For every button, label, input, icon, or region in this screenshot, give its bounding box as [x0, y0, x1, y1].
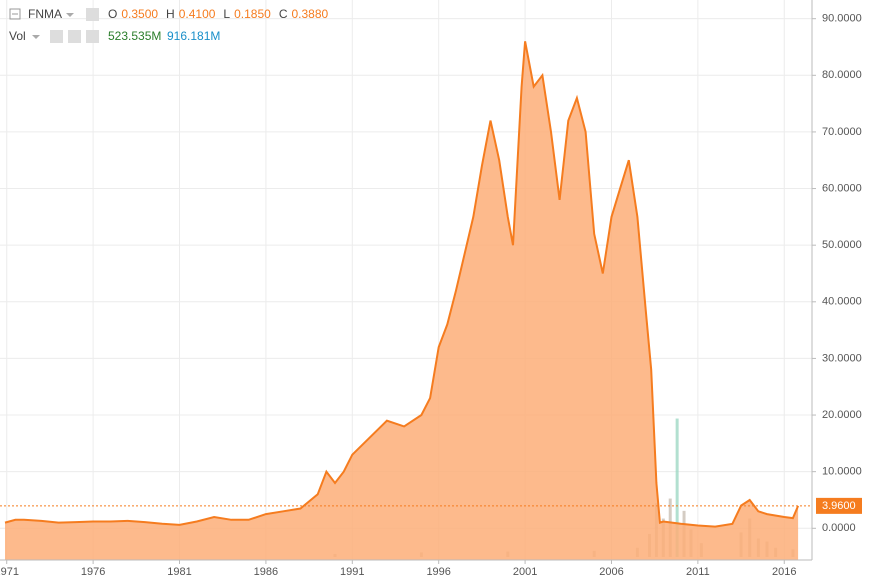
y-tick-label: 90.0000: [822, 13, 862, 25]
ohlc-key: C: [279, 7, 288, 21]
last-price-label: 3.9600: [822, 500, 856, 512]
area-fill: [5, 41, 799, 561]
ohlc-value: 0.3500: [121, 7, 158, 21]
y-tick-label: 70.0000: [822, 126, 862, 138]
x-tick-label: 1986: [254, 566, 278, 578]
volume-reading: 523.535M: [108, 29, 161, 43]
x-tick-label: 1976: [81, 566, 105, 578]
dropdown[interactable]: [32, 35, 40, 39]
last-price-box: [816, 497, 862, 514]
ohlc-value: 0.4100: [179, 7, 216, 21]
x-tick-label: 2011: [686, 566, 710, 578]
y-tick-label: 40.0000: [822, 296, 862, 308]
x-tick-label: 2006: [599, 566, 623, 578]
eye-icon[interactable]: [50, 30, 63, 43]
ohlc-legend: O 0.3500 H 0.4100 L 0.1850 C 0.3880: [108, 7, 329, 21]
ohlc-value: 0.3880: [291, 7, 328, 21]
axes: 90.0000 80.0000 70.0000 60.0000 50.0000 40.00…: [0, 13, 862, 578]
volume-bar: [675, 418, 679, 557]
ohlc-key: L: [223, 7, 230, 21]
x-tick-label: 1981: [167, 566, 191, 578]
y-tick-label: 30.0000: [822, 352, 862, 364]
y-tick-label: 50.0000: [822, 239, 862, 251]
ohlc-key: H: [166, 7, 175, 21]
volume-label[interactable]: Vol: [9, 29, 26, 43]
x-tick-label: 2016: [772, 566, 796, 578]
symbol[interactable]: FNMA: [28, 7, 62, 21]
y-tick-label: 10.0000: [822, 466, 862, 478]
volume-reading: 916.181M: [167, 29, 220, 43]
close-icon[interactable]: [86, 30, 99, 43]
settings-icon[interactable]: [68, 30, 81, 43]
header: FNMA O 0.3500 H 0.4100 L 0.1850 C 0.3880 Vol 52…: [9, 7, 329, 43]
y-tick-label: 80.0000: [822, 69, 862, 81]
settings-icon[interactable]: [86, 8, 99, 21]
y-tick-label: 0.0000: [822, 522, 856, 534]
x-tick-label: 1991: [340, 566, 364, 578]
y-tick-label: 60.0000: [822, 182, 862, 194]
collapse-icon[interactable]: [9, 8, 21, 20]
y-tick-label: 20.0000: [822, 409, 862, 421]
x-tick-label: 2001: [513, 566, 537, 578]
ohlc-key: O: [108, 7, 117, 21]
plot: [0, 41, 812, 561]
dropdown[interactable]: [66, 13, 74, 17]
ohlc-value: 0.1850: [234, 7, 271, 21]
x-tick-label: 1971: [0, 566, 19, 578]
price-line: [4, 41, 800, 528]
x-tick-label: 1996: [426, 566, 450, 578]
